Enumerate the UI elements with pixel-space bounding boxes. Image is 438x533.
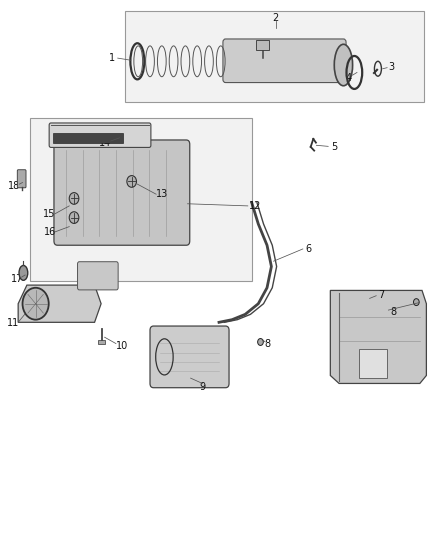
Ellipse shape (334, 44, 353, 86)
Text: 14: 14 (99, 138, 112, 148)
Text: 5: 5 (331, 142, 337, 152)
Bar (30, 118, 252, 281)
Bar (256, 40, 269, 50)
Text: 10: 10 (116, 341, 128, 351)
Ellipse shape (258, 338, 263, 345)
Ellipse shape (69, 192, 79, 204)
Bar (125, 11, 424, 102)
FancyBboxPatch shape (150, 326, 229, 387)
Bar (53, 133, 123, 143)
Ellipse shape (19, 265, 28, 280)
Circle shape (22, 288, 49, 320)
Text: 16: 16 (43, 228, 56, 238)
FancyBboxPatch shape (78, 262, 118, 290)
Text: 13: 13 (156, 189, 168, 199)
Text: 17: 17 (11, 274, 24, 284)
Text: 4: 4 (346, 73, 352, 83)
Polygon shape (330, 290, 426, 383)
FancyBboxPatch shape (223, 39, 346, 83)
Bar (99, 340, 106, 344)
Bar (359, 349, 387, 378)
Text: 8: 8 (265, 339, 271, 349)
FancyBboxPatch shape (17, 169, 26, 188)
Text: 1: 1 (109, 53, 115, 63)
Text: 8: 8 (391, 307, 397, 317)
Ellipse shape (413, 298, 419, 305)
Text: 11: 11 (7, 318, 19, 328)
Text: 2: 2 (272, 13, 279, 23)
Text: 3: 3 (389, 62, 395, 71)
Text: 6: 6 (305, 244, 311, 254)
Polygon shape (18, 285, 101, 322)
Text: 12: 12 (249, 201, 261, 211)
Text: 9: 9 (199, 382, 205, 392)
Ellipse shape (127, 175, 137, 187)
FancyBboxPatch shape (49, 123, 151, 148)
Text: 7: 7 (378, 289, 385, 300)
Text: 18: 18 (8, 181, 20, 191)
FancyBboxPatch shape (54, 140, 190, 245)
Ellipse shape (69, 212, 79, 223)
Text: 15: 15 (43, 209, 56, 220)
